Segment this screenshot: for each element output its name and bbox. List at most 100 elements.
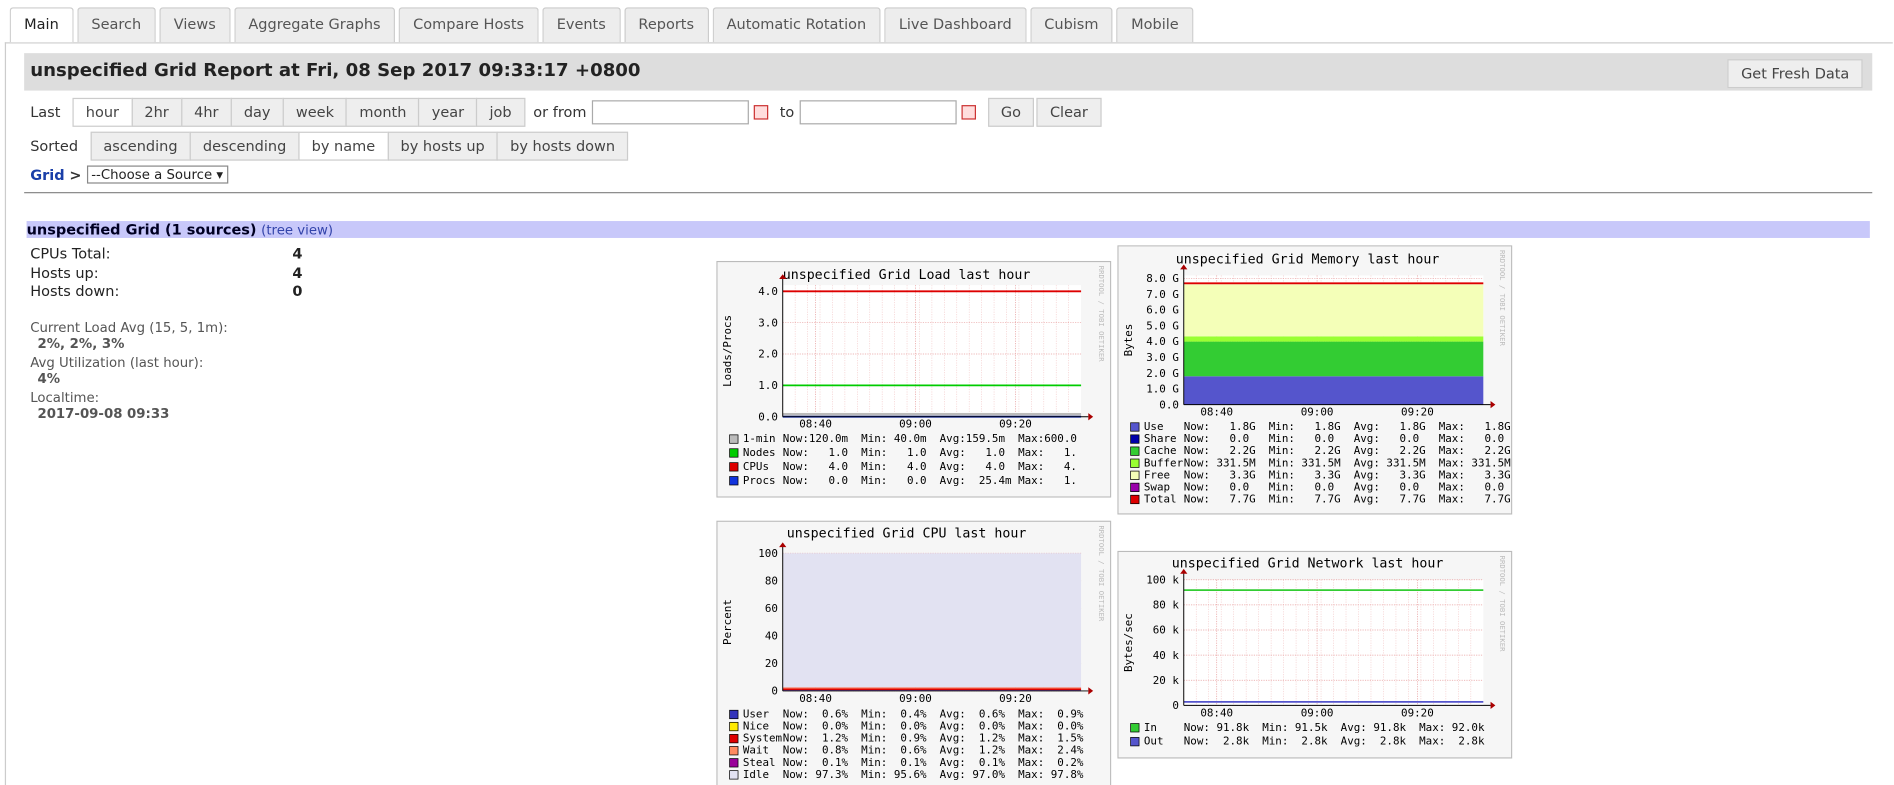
legend-stats: Now: 2.2G Min: 2.2G Avg: 2.2G Max: 2.2G — [1184, 444, 1511, 457]
axis-arrow — [779, 274, 787, 280]
tab[interactable]: Mobile — [1116, 7, 1194, 43]
y-tick-label: 3.0 — [758, 316, 778, 329]
y-tick-label: 3.0 G — [1146, 351, 1179, 364]
from-input[interactable] — [591, 100, 749, 125]
y-tick-label: 1.0 — [758, 379, 778, 392]
calendar-icon[interactable] — [753, 105, 768, 120]
range-button[interactable]: job — [476, 97, 525, 127]
y-tick-label: 0.0 — [1159, 398, 1179, 411]
legend-swatch — [1130, 422, 1140, 432]
legend-swatch — [729, 709, 739, 720]
grid-heading: unspecified Grid (1 sources) — [26, 221, 257, 238]
clear-button[interactable]: Clear — [1036, 97, 1102, 127]
axis-arrow — [1088, 413, 1094, 421]
summary-label: CPUs Total: — [30, 245, 111, 263]
tab[interactable]: Main — [9, 7, 74, 43]
tab[interactable]: Events — [542, 7, 621, 43]
range-button[interactable]: year — [418, 97, 478, 127]
legend-name: Swap — [1144, 480, 1170, 493]
sort-button[interactable]: by hosts down — [496, 131, 629, 161]
to-input[interactable] — [799, 100, 957, 125]
summary-label: Hosts up: — [30, 263, 99, 281]
y-tick-label: 8.0 G — [1146, 272, 1179, 285]
grid-link[interactable]: Grid — [30, 166, 65, 183]
range-button[interactable]: month — [346, 97, 420, 127]
tab[interactable]: Compare Hosts — [398, 7, 539, 43]
y-tick-label: 40 — [765, 629, 778, 642]
range-button[interactable]: 2hr — [131, 97, 183, 127]
y-tick-label: 20 k — [1153, 674, 1180, 687]
divider — [24, 192, 1873, 194]
legend-name: Steal — [743, 756, 776, 769]
tab[interactable]: Cubism — [1029, 7, 1113, 43]
legend-name: System — [743, 732, 783, 745]
grid-heading-bar: unspecified Grid (1 sources) (tree view) — [26, 221, 1870, 238]
axis-arrow — [779, 542, 787, 548]
y-tick-label: 0.0 — [758, 410, 778, 423]
tab[interactable]: Reports — [623, 7, 709, 43]
legend-name: Free — [1144, 468, 1170, 481]
summary-value: 4 — [292, 245, 303, 263]
header-bar: unspecified Grid Report at Fri, 08 Sep 2… — [24, 53, 1873, 91]
tree-view-link[interactable]: (tree view) — [261, 222, 334, 238]
legend-swatch — [1130, 482, 1140, 492]
graph: unspecified Grid Network last hour Bytes/… — [1117, 550, 1513, 759]
graph-body: unspecified Grid Network last hour Bytes/… — [1117, 550, 1513, 759]
page-title: unspecified Grid Report at Fri, 08 Sep 2… — [30, 59, 641, 81]
detail-label: Avg Utilization (last hour): — [30, 355, 204, 371]
range-button[interactable]: 4hr — [180, 97, 232, 127]
legend-swatch — [1130, 458, 1140, 468]
legend-stats: Now: 97.3% Min: 95.6% Avg: 97.0% Max: 97… — [783, 768, 1084, 781]
legend-swatch — [729, 746, 739, 756]
sort-button[interactable]: by hosts up — [387, 131, 499, 161]
legend-swatch — [1130, 446, 1140, 456]
tab[interactable]: Views — [159, 7, 231, 43]
summary-label: Hosts down: — [30, 282, 120, 300]
y-tick-label: 5.0 G — [1146, 319, 1179, 332]
y-tick-label: 7.0 G — [1146, 288, 1179, 301]
calendar-icon[interactable] — [960, 105, 976, 120]
legend-name: Nice — [743, 720, 769, 733]
axis-arrow — [1180, 264, 1188, 270]
y-tick-label: 80 — [765, 574, 778, 587]
go-button[interactable]: Go — [987, 97, 1035, 127]
tab[interactable]: Automatic Rotation — [712, 7, 881, 43]
tab[interactable]: Search — [76, 7, 156, 43]
area-segment — [782, 687, 1082, 689]
y-tick-label: 100 k — [1146, 573, 1179, 586]
refresh-button[interactable]: Get Fresh Data — [1727, 59, 1863, 89]
source-select[interactable]: --Choose a Source ▾ — [86, 165, 228, 184]
sort-button[interactable]: ascending — [90, 131, 191, 161]
y-tick-label: 6.0 G — [1146, 304, 1179, 317]
legend-name: Buffer — [1144, 456, 1184, 469]
legend-stats: Now: 0.0 Min: 0.0 Avg: 0.0 Max: 0.0 — [1184, 432, 1504, 445]
legend-stats: Now:120.0m Min: 40.0m Avg:159.5m Max:600… — [783, 432, 1077, 445]
legend-name: Wait — [743, 744, 769, 757]
range-button[interactable]: hour — [72, 97, 133, 127]
axis-arrow — [1490, 701, 1496, 710]
y-tick-label: 4.0 G — [1146, 335, 1179, 348]
sort-button[interactable]: by name — [298, 131, 389, 161]
x-tick-label: 09:00 — [899, 418, 932, 431]
legend-name: 1-min — [743, 432, 776, 445]
legend-swatch — [1130, 737, 1140, 747]
legend-stats: Now: 0.0% Min: 0.0% Avg: 0.0% Max: 0.0% — [783, 720, 1084, 733]
summary-value: 4 — [292, 263, 303, 281]
graph-body: unspecified Grid Memory last hour Bytes RR… — [1117, 245, 1513, 515]
legend-stats: Now: 3.3G Min: 3.3G Avg: 3.3G Max: 3.3G — [1184, 468, 1511, 481]
x-tick-label: 08:40 — [1200, 706, 1233, 719]
legend-swatch — [729, 476, 739, 486]
range-label: Last — [30, 103, 61, 121]
tab[interactable]: Live Dashboard — [884, 7, 1027, 43]
graph: unspecified Grid Memory last hour Bytes RR… — [1117, 245, 1513, 515]
tab[interactable]: Aggregate Graphs — [233, 7, 396, 43]
legend-stats: Now: 2.8k Min: 2.8k Avg: 2.8k Max: 2.8k — [1184, 735, 1485, 748]
legend-stats: Now: 0.1% Min: 0.1% Avg: 0.1% Max: 0.2% — [783, 756, 1084, 769]
range-button[interactable]: day — [230, 97, 284, 127]
y-axis-label: Percent — [721, 599, 734, 645]
sort-button[interactable]: descending — [189, 131, 300, 161]
y-axis-label: Loads/Procs — [721, 315, 734, 387]
legend-stats: Now: 91.8k Min: 91.5k Avg: 91.8k Max: 92… — [1184, 721, 1485, 734]
content-panel — [4, 42, 1893, 785]
